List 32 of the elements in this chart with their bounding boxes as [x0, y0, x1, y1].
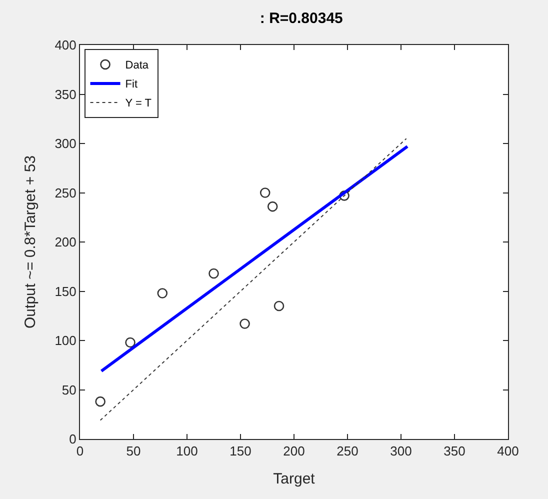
x-tick-label: 250 — [336, 444, 358, 459]
point — [260, 188, 270, 198]
y-tick-label: 200 — [54, 234, 76, 250]
y-tick-label: 150 — [54, 284, 76, 299]
point — [240, 318, 250, 329]
x-tick-label: 200 — [283, 444, 305, 459]
point — [157, 288, 168, 298]
y-tick-label: 250 — [54, 185, 76, 200]
x-axis-title: Target — [273, 470, 316, 488]
point — [208, 268, 219, 279]
point — [339, 190, 350, 201]
legend-label: Data — [125, 60, 150, 72]
point — [274, 300, 284, 312]
y-tick-label: 300 — [54, 136, 76, 152]
legend-label: Y = T — [125, 98, 152, 110]
chart-title: : R=0.80345 — [260, 10, 343, 27]
legend-label: Fit — [125, 78, 138, 91]
y-tick-label: 400 — [54, 38, 76, 53]
x-tick-label: 300 — [390, 444, 412, 459]
point — [125, 337, 136, 348]
x-tick-label: 150 — [230, 444, 252, 459]
point — [267, 201, 278, 212]
x-tick-label: 400 — [497, 444, 519, 459]
x-tick-label: 50 — [126, 444, 141, 459]
x-tick-label: 100 — [176, 444, 198, 459]
x-tick-label: 350 — [444, 444, 466, 459]
point — [95, 396, 106, 407]
y-tick-label: 50 — [62, 382, 76, 398]
y-tick-label: 100 — [54, 333, 76, 348]
y-tick-label: 0 — [69, 432, 76, 447]
y-tick-label: 350 — [54, 86, 76, 102]
y-axis-title: Output ~= 0.8*Target + 53 — [22, 155, 39, 329]
